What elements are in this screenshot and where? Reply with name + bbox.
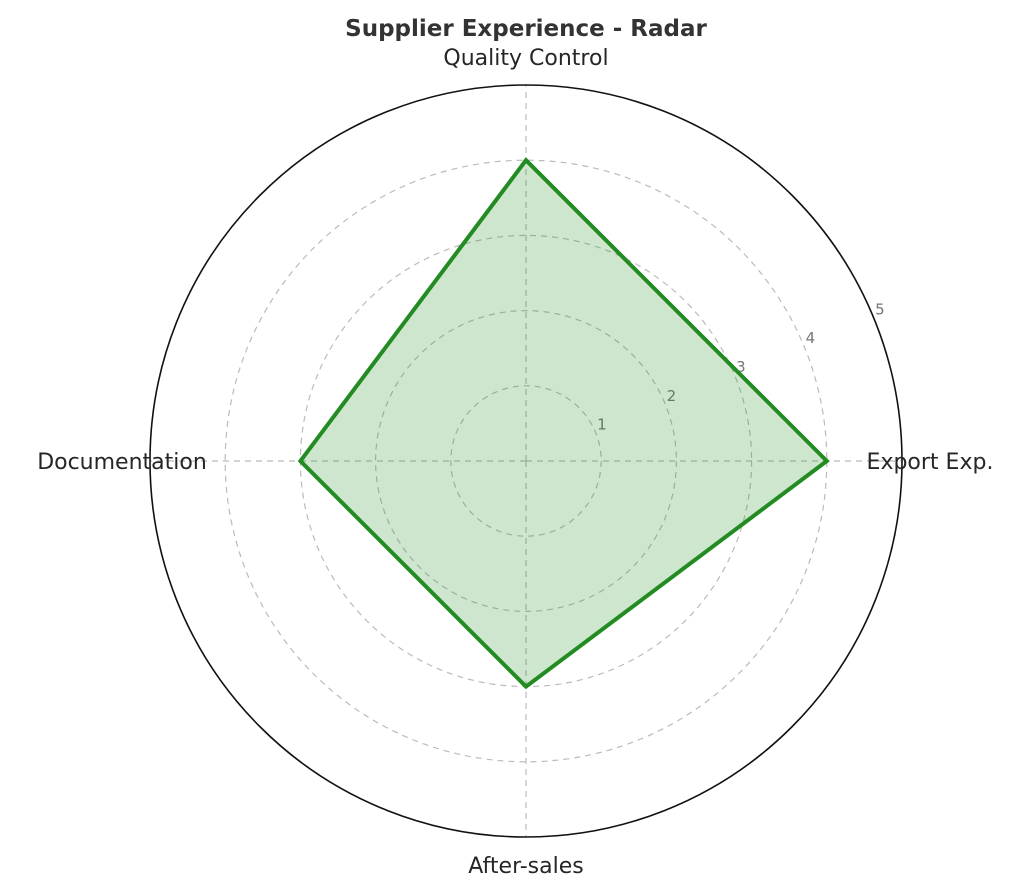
category-label: Documentation [37, 450, 207, 475]
grid-circle [450, 385, 602, 537]
grid-circle [375, 310, 677, 612]
radar-plot-area: 1 2 3 4 5 Quality Control Export Exp. After-sal… [37, 46, 993, 879]
category-label: After-sales [468, 854, 583, 879]
category-label: Quality Control [443, 46, 608, 71]
chart-title: Supplier Experience - Radar [345, 16, 707, 42]
category-label: Export Exp. [867, 450, 994, 475]
radial-tick-label: 4 [806, 329, 816, 347]
radial-tick-label: 3 [736, 358, 746, 376]
radial-tick-label: 2 [667, 387, 677, 405]
radial-tick-label: 1 [597, 416, 607, 434]
radial-tick-label: 5 [875, 300, 885, 318]
data-polygon [297, 157, 830, 690]
outer-circle [149, 84, 903, 838]
